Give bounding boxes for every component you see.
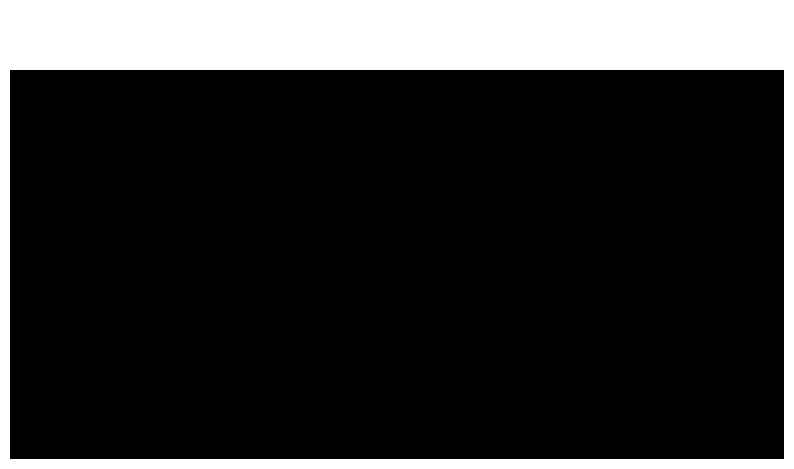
- word-cloud-canvas: [10, 70, 784, 459]
- word-cloud: [10, 70, 784, 459]
